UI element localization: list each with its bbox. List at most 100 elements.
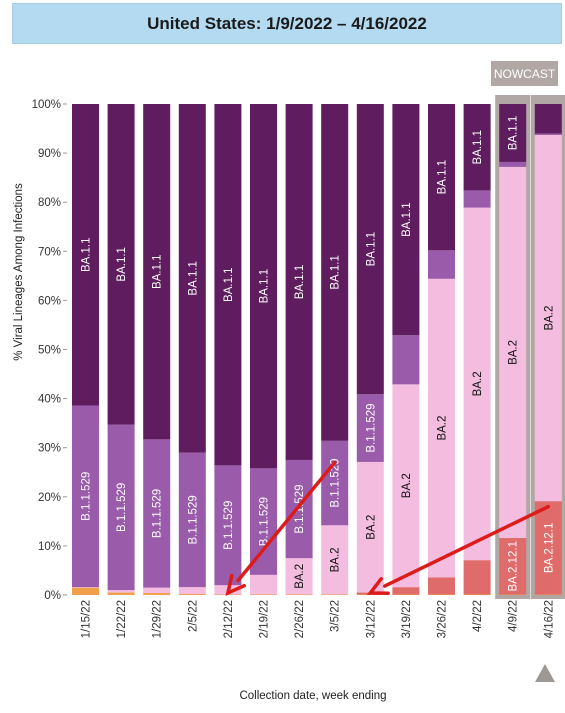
bar-label: BA.2.12.1 — [508, 541, 520, 592]
y-tick-label: 80% — [38, 197, 61, 209]
y-tick-label: 0% — [44, 590, 61, 602]
bar-segment-ba-1-1 — [321, 104, 349, 441]
y-tick-label: 50% — [38, 345, 61, 357]
x-tick-label: 3/5/22 — [330, 600, 342, 632]
bar-label: BA.2 — [294, 564, 306, 589]
bar-segment-ba-1-1 — [72, 104, 99, 406]
x-tick-label: 3/26/22 — [437, 600, 449, 638]
bar-segment-ba-1-1 — [107, 104, 135, 425]
bar-label: BA.2 — [543, 306, 555, 331]
x-tick-label: 1/22/22 — [116, 600, 128, 638]
bar-label: BA.2 — [365, 515, 377, 540]
y-tick-label: 60% — [38, 295, 61, 307]
bar-label: BA.1.1 — [223, 267, 235, 302]
annotation-arrow-head — [366, 577, 390, 595]
bar-label: B.1.1.529 — [81, 472, 93, 521]
bar-segment-ba-2 — [285, 558, 313, 595]
bar-segment-b-1-1-529 — [392, 335, 420, 385]
bar-segment-ba-1-1 — [178, 104, 206, 453]
x-tick-label: 3/12/22 — [365, 600, 377, 638]
y-tick-label: 100% — [32, 99, 61, 111]
bar-segment-ba-2 — [534, 134, 562, 502]
x-tick-label: 3/19/22 — [401, 600, 413, 638]
bar-label: BA.2 — [437, 416, 449, 441]
bar-segment-ba-2-12-1 — [392, 587, 420, 595]
y-tick-label: 40% — [38, 394, 61, 406]
bar-segment-ba-2 — [356, 461, 384, 593]
bar-segment-ba-2-12-1 — [499, 538, 527, 595]
nowcast-badge: NOWCAST — [491, 61, 558, 86]
bar-segment-ba-2 — [143, 587, 171, 594]
bar-segment-b-1-1-529 — [107, 424, 135, 591]
y-axis-label: % Viral Lineages Among Infections — [13, 183, 25, 361]
annotation-arrow-line — [382, 504, 551, 588]
bar-segment-ba-1-1 — [250, 104, 277, 469]
bar-segment-b-1-1-529 — [499, 161, 527, 167]
bar-segment-b-1-1-529 — [356, 394, 384, 462]
bar-label: BA.1.1 — [330, 255, 342, 290]
bar-segment-ba-1-1 — [392, 104, 420, 336]
bar-segment-other — [143, 593, 171, 595]
scroll-up-arrow-icon[interactable] — [535, 664, 555, 682]
bar-segment-b-1-1-529 — [534, 133, 562, 135]
bar-segment-ba-2 — [250, 574, 277, 595]
bar-segment-ba-1-1 — [214, 104, 242, 466]
x-tick-label: 4/2/22 — [472, 600, 484, 632]
bar-segment-ba-2 — [428, 278, 455, 578]
y-tick-label: 90% — [38, 148, 61, 160]
bar-label: BA.1.1 — [365, 232, 377, 267]
x-tick-label: 2/19/22 — [259, 600, 271, 638]
x-tick-label: 2/12/22 — [223, 600, 235, 638]
bar-label: BA.1.1 — [187, 261, 199, 296]
bar-label: BA.2.12.1 — [543, 523, 555, 574]
x-tick-label: 2/26/22 — [294, 600, 306, 638]
y-tick-label: 30% — [38, 443, 61, 455]
bar-segment-ba-2 — [321, 525, 349, 595]
bar-segment-ba-1-1 — [463, 104, 491, 191]
x-axis-label: Collection date, week ending — [239, 690, 386, 702]
chart-title-bar: United States: 1/9/2022 – 4/16/2022 — [12, 3, 562, 44]
bar-label: BA.2 — [472, 371, 484, 396]
bar-segment-b-1-1-529 — [214, 465, 242, 586]
bar-segment-ba-1-1 — [356, 104, 384, 395]
bar-segment-ba-2 — [107, 590, 135, 593]
chart-title: United States: 1/9/2022 – 4/16/2022 — [147, 13, 427, 33]
bar-label: BA.1.1 — [401, 202, 413, 237]
bar-segment-ba-2 — [178, 587, 206, 595]
y-tick-label: 10% — [38, 541, 61, 553]
bar-segment-b-1-1-529 — [250, 468, 277, 575]
bar-label: BA.1.1 — [294, 265, 306, 300]
bar-label: B.1.1.529 — [330, 458, 342, 507]
bar-label: BA.2 — [401, 473, 413, 498]
bar-segment-b-1-1-529 — [428, 250, 455, 279]
bar-label: B.1.1.529 — [152, 489, 164, 538]
bar-segment-ba-2-12-1 — [463, 560, 491, 595]
bar-segment-b-1-1-529 — [321, 440, 349, 526]
y-tick-label: 70% — [38, 246, 61, 258]
bar-segment-b-1-1-529 — [178, 452, 206, 588]
bar-label: B.1.1.529 — [365, 403, 377, 452]
bar-segment-ba-1-1 — [499, 104, 527, 162]
bar-segment-b-1-1-529 — [72, 405, 99, 588]
bar-segment-ba-1-1 — [428, 104, 455, 251]
bar-label: BA.2 — [330, 547, 342, 572]
bar-segment-b-1-1-529 — [463, 190, 491, 208]
bar-segment-other — [178, 594, 206, 595]
bar-label: BA.1.1 — [508, 116, 520, 151]
bar-label: BA.1.1 — [437, 160, 449, 195]
annotation-arrow-line — [236, 460, 337, 583]
bar-label: BA.1.1 — [259, 269, 271, 304]
bar-segment-ba-2-12-1 — [534, 501, 562, 595]
bar-label: BA.1.1 — [472, 130, 484, 165]
x-tick-label: 2/5/22 — [187, 600, 199, 632]
bar-label: B.1.1.529 — [259, 497, 271, 546]
bar-segment-ba-2-12-1 — [428, 577, 455, 595]
bar-segment-ba-1-1 — [285, 104, 313, 460]
bar-segment-ba-2 — [463, 207, 491, 561]
x-tick-label: 1/15/22 — [81, 600, 93, 638]
bar-segment-b-1-1-529 — [143, 439, 171, 588]
bar-label: BA.1.1 — [152, 254, 164, 289]
y-tick-label: 20% — [38, 492, 61, 504]
x-tick-label: 4/9/22 — [508, 600, 520, 632]
